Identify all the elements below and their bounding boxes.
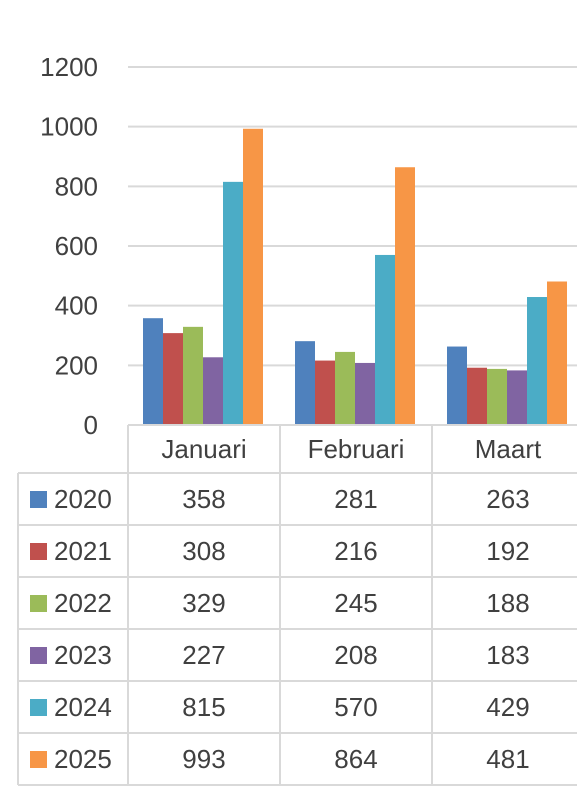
- data-label: 263: [486, 484, 529, 514]
- legend-key: [30, 699, 47, 716]
- data-label: 570: [334, 692, 377, 722]
- data-label: 815: [182, 692, 225, 722]
- legend-key: [30, 647, 47, 664]
- legend-label: 2025: [54, 744, 112, 774]
- y-tick-label: 800: [55, 171, 98, 201]
- legend-key: [30, 751, 47, 768]
- legend-label: 2021: [54, 536, 112, 566]
- bar-2023-januari: [203, 357, 223, 425]
- bar-2024-maart: [527, 297, 547, 425]
- data-label: 208: [334, 640, 377, 670]
- data-label: 993: [182, 744, 225, 774]
- bar-2023-februari: [355, 362, 375, 425]
- legend-label: 2024: [54, 692, 112, 722]
- data-label: 216: [334, 536, 377, 566]
- bar-2025-januari: [243, 128, 263, 425]
- bar-2020-januari: [143, 318, 163, 425]
- y-tick-label: 1000: [40, 112, 98, 142]
- legend-key: [30, 491, 47, 508]
- legend-key: [30, 543, 47, 560]
- bar-2020-februari: [295, 341, 315, 425]
- data-label: 358: [182, 484, 225, 514]
- bar-2020-maart: [447, 346, 467, 425]
- data-label: 308: [182, 536, 225, 566]
- data-label: 864: [334, 744, 377, 774]
- data-label: 429: [486, 692, 529, 722]
- data-label: 192: [486, 536, 529, 566]
- data-table: Januari Februari Maart 2020 358 281 263 2021 308…: [17, 424, 577, 786]
- bar-2021-maart: [467, 367, 487, 425]
- bar-2024-januari: [223, 181, 243, 425]
- y-tick-label: 600: [55, 231, 98, 261]
- y-tick-label: 0: [84, 410, 98, 440]
- y-tick-label: 200: [55, 350, 98, 380]
- data-label: 329: [182, 588, 225, 618]
- category-label: Februari: [308, 434, 405, 464]
- bar-2024-februari: [375, 254, 395, 425]
- bar-2025-maart: [547, 281, 567, 425]
- bar-2022-februari: [335, 351, 355, 425]
- legend-label: 2023: [54, 640, 112, 670]
- y-tick-label: 400: [55, 291, 98, 321]
- bars: [143, 128, 567, 426]
- category-label: Januari: [161, 434, 246, 464]
- data-label: 227: [182, 640, 225, 670]
- data-label: 188: [486, 588, 529, 618]
- data-label: 183: [486, 640, 529, 670]
- data-label: 281: [334, 484, 377, 514]
- data-label: 245: [334, 588, 377, 618]
- bar-2021-januari: [163, 333, 183, 425]
- category-label: Maart: [475, 434, 542, 464]
- bar-2022-januari: [183, 326, 203, 425]
- bar-2021-februari: [315, 360, 335, 425]
- y-axis-tick-labels: 0 200 400 600 800 1000 1200: [40, 52, 98, 440]
- legend-key: [30, 595, 47, 612]
- bar-2025-februari: [395, 167, 415, 426]
- bar-2023-maart: [507, 370, 527, 425]
- bar-2022-maart: [487, 368, 507, 425]
- data-label: 481: [486, 744, 529, 774]
- y-tick-label: 1200: [40, 52, 98, 82]
- legend-label: 2020: [54, 484, 112, 514]
- legend-label: 2022: [54, 588, 112, 618]
